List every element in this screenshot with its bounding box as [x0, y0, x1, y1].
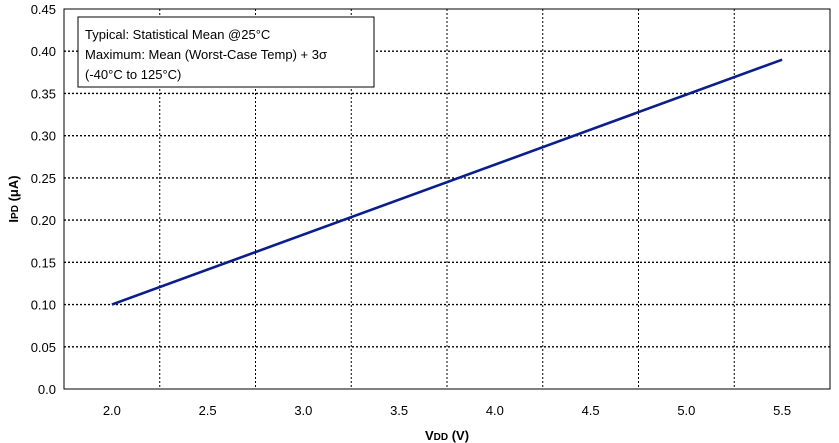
y-axis-title-unit: (μA) [6, 175, 21, 205]
x-tick-label: 2.0 [103, 403, 121, 418]
y-axis-title-sub: PD [10, 205, 21, 219]
x-axis-title-sub: DD [434, 432, 448, 443]
x-tick-label: 3.0 [294, 403, 312, 418]
x-tick-label: 4.5 [582, 403, 600, 418]
series-line [111, 58, 783, 306]
x-tick-label: 5.0 [677, 403, 695, 418]
y-axis-title: IPD (μA) [6, 175, 21, 222]
legend-line-maximum: Maximum: Mean (Worst-Case Temp) + 3σ [85, 47, 327, 62]
y-tick-label: 0.15 [31, 255, 56, 270]
x-tick-label: 2.5 [199, 403, 217, 418]
y-tick-label: 0.35 [31, 86, 56, 101]
x-tick-label: 3.5 [390, 403, 408, 418]
y-axis-title-main: I [6, 219, 21, 223]
y-tick-label: 0.0 [38, 382, 56, 397]
x-tick-label: 5.5 [773, 403, 791, 418]
y-tick-label: 0.20 [31, 213, 56, 228]
y-tick-label: 0.30 [31, 129, 56, 144]
x-axis-tick-labels: 2.0 2.5 3.0 3.5 4.0 4.5 5.0 5.5 [103, 403, 791, 418]
x-axis-title-main: V [425, 428, 434, 443]
y-axis-tick-labels: 0.0 0.05 0.10 0.15 0.20 0.25 0.30 0.35 0.40 0.45 [31, 2, 56, 397]
legend-line-typical: Typical: Statistical Mean @25°C [85, 27, 270, 42]
y-tick-label: 0.40 [31, 44, 56, 59]
legend-frame [77, 16, 375, 88]
x-axis-title: VDD (V) [425, 428, 469, 443]
legend-line-range: (-40°C to 125°C) [85, 67, 181, 82]
y-tick-label: 0.45 [31, 2, 56, 17]
series-lines [111, 58, 783, 306]
y-tick-label: 0.25 [31, 171, 56, 186]
legend-box: Typical: Statistical Mean @25°C Maximum:… [77, 16, 375, 88]
x-axis-title-unit: (V) [448, 428, 469, 443]
y-tick-label: 0.05 [31, 340, 56, 355]
grid-lines [64, 9, 830, 389]
plot-area-frame [63, 8, 831, 390]
x-tick-label: 4.0 [486, 403, 504, 418]
y-tick-label: 0.10 [31, 298, 56, 313]
